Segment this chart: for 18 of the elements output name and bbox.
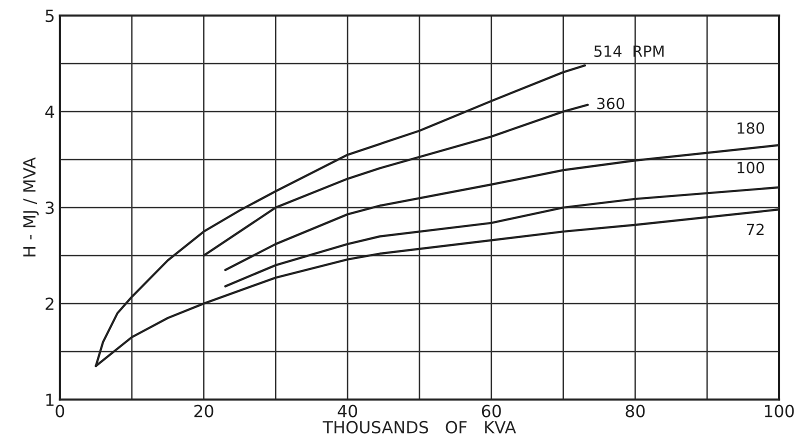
series-label: 100 — [738, 162, 764, 174]
series-label: 180 — [738, 122, 764, 134]
x-tick-label: 60 — [482, 404, 501, 418]
y-axis-title: H - MJ / MVA — [23, 157, 39, 256]
y-tick-label: 2 — [46, 298, 54, 310]
x-tick-label: 80 — [626, 404, 645, 418]
series-label: 72 — [746, 224, 764, 235]
y-tick-label: 1 — [46, 394, 54, 406]
x-axis-title: THOUSANDS OF KVA — [322, 420, 516, 434]
x-tick-label: 20 — [194, 404, 214, 418]
x-tick-label: 0 — [56, 404, 64, 418]
series-label: 360 — [597, 98, 624, 110]
x-tick-label: 100 — [764, 404, 794, 418]
y-tick-label: 5 — [46, 10, 54, 22]
y-tick-label: 3 — [46, 202, 54, 214]
y-tick-label: 4 — [45, 106, 54, 118]
x-tick-label: 40 — [338, 404, 358, 418]
line-series — [202, 104, 589, 257]
